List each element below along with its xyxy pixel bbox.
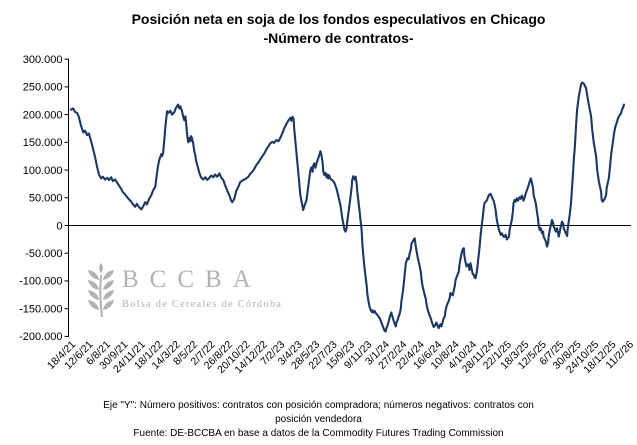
footnote-y-axis-1: Eje "Y": Número positivos: contratos con… xyxy=(103,400,534,411)
footnote-source: Fuente: DE-BCCBA en base a datos de la C… xyxy=(133,428,504,439)
y-tick-label: 250.000 xyxy=(23,82,63,94)
y-tick-label: -150.000 xyxy=(19,303,62,315)
footnote-y-axis-2: posición vendedora xyxy=(275,414,362,425)
y-tick-label: 150.000 xyxy=(23,137,63,149)
chart-subtitle: -Número de contratos- xyxy=(263,30,414,46)
chart-footnotes: Eje "Y": Número positivos: contratos con… xyxy=(0,399,637,441)
net-position-line xyxy=(69,81,626,333)
chart-title: Posición neta en soja de los fondos espe… xyxy=(131,11,546,27)
y-tick-label: 300.000 xyxy=(23,54,63,66)
y-tick-label: 0 xyxy=(56,220,62,232)
y-tick-label: -100.000 xyxy=(19,276,62,288)
y-tick-label: -200.000 xyxy=(19,331,62,343)
y-tick-label: 100.000 xyxy=(23,165,63,177)
chart-title-block: Posición neta en soja de los fondos espe… xyxy=(40,10,637,48)
y-tick-label: -50.000 xyxy=(25,248,62,260)
y-tick-label: 50.000 xyxy=(29,193,63,205)
y-tick-label: 200.000 xyxy=(23,109,63,121)
